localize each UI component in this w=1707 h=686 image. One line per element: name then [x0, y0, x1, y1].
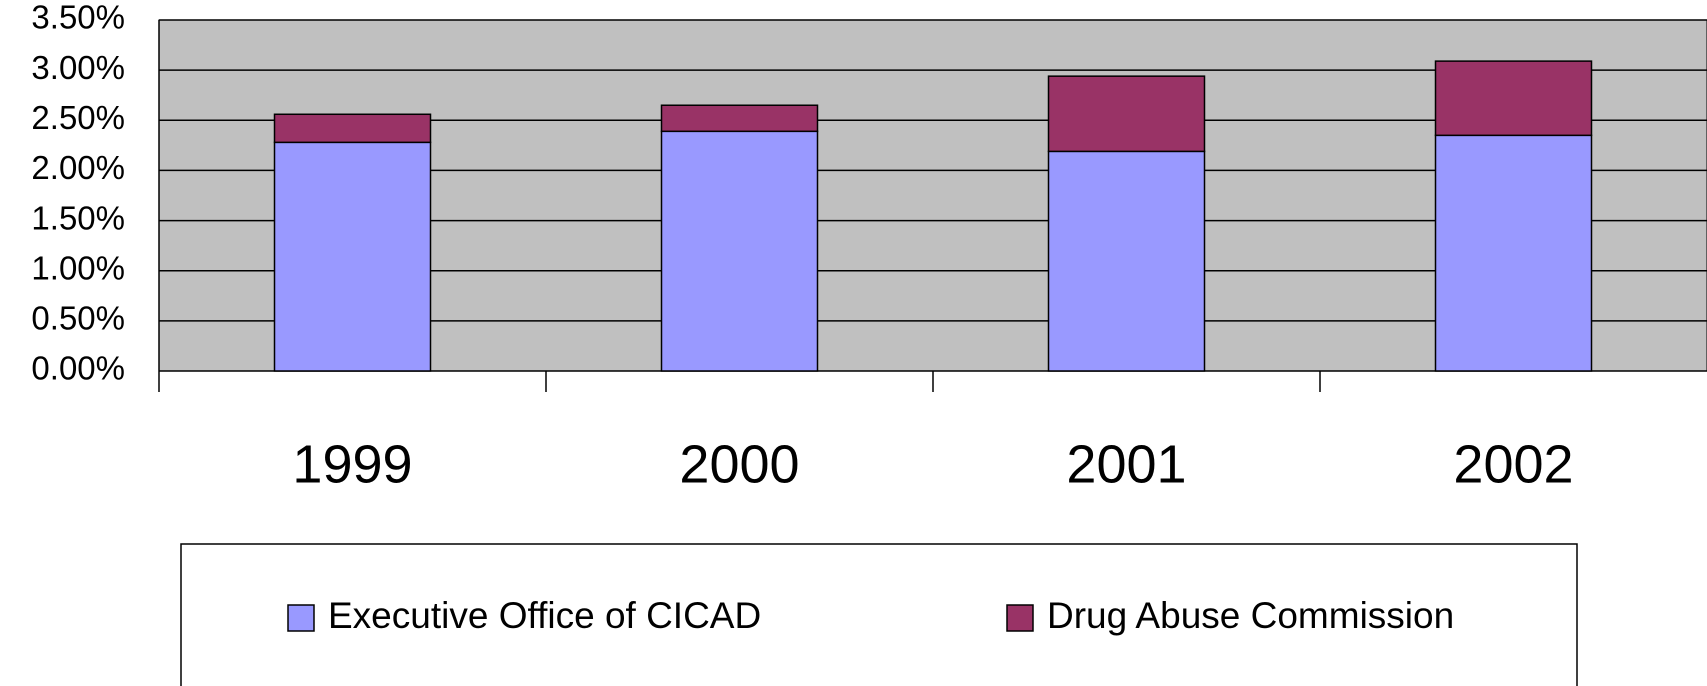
bar-segment	[1434, 60, 1593, 137]
bar-segment	[1047, 150, 1206, 372]
legend-box	[180, 543, 1578, 686]
bar-segment	[660, 130, 819, 372]
legend-swatch	[287, 604, 315, 632]
x-tick-label: 1999	[292, 434, 412, 494]
legend-label: Executive Office of CICAD	[328, 595, 761, 636]
x-tick-label: 2001	[1066, 434, 1186, 494]
y-tick-label: 0.00%	[31, 350, 125, 387]
bar-segment	[273, 113, 432, 144]
y-tick-label: 1.50%	[31, 199, 125, 236]
y-tick-label: 0.50%	[31, 300, 125, 337]
y-tick-label: 1.00%	[31, 249, 125, 286]
y-tick-label: 2.50%	[31, 99, 125, 136]
y-tick-label: 3.00%	[31, 49, 125, 86]
bar-segment	[660, 104, 819, 133]
bar-segment	[1434, 134, 1593, 372]
bar-segment	[273, 141, 432, 372]
x-tick-label: 2002	[1453, 434, 1573, 494]
legend-label: Drug Abuse Commission	[1047, 595, 1454, 636]
legend-swatch	[1006, 604, 1034, 632]
x-tick-label: 2000	[679, 434, 799, 494]
bar-segment	[1047, 75, 1206, 153]
y-tick-label: 2.00%	[31, 149, 125, 186]
y-tick-label: 3.50%	[31, 0, 125, 36]
